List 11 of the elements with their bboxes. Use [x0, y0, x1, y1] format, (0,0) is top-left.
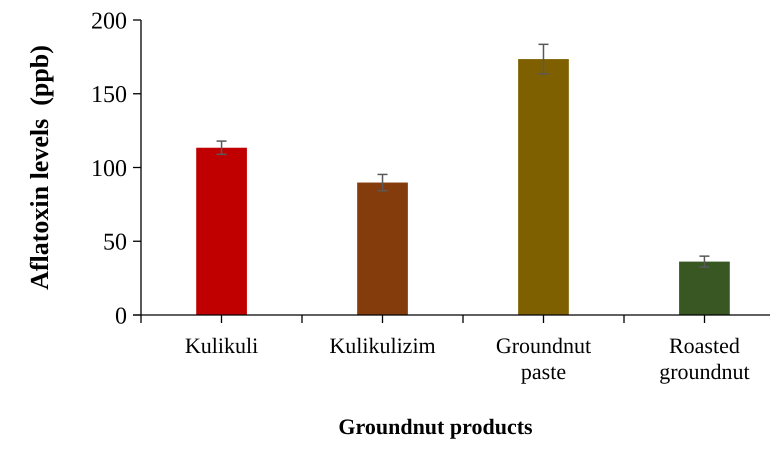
y-axis-title: Aflatoxin levels (ppb)	[25, 45, 54, 290]
y-tick-label: 0	[115, 303, 127, 330]
x-axis-title: Groundnut products	[338, 414, 534, 439]
x-tick-label: Kulikuli	[184, 333, 258, 358]
y-tick-label: 200	[91, 8, 127, 34]
x-tick-label: Roasted groundnut	[659, 333, 750, 384]
x-tick-label: Kulikulizim	[329, 333, 436, 358]
y-tick-label: 150	[91, 82, 127, 108]
y-tick-label: 50	[103, 230, 127, 256]
y-tick-label: 100	[91, 156, 127, 182]
x-tick-label: Groundnut paste	[496, 333, 592, 384]
